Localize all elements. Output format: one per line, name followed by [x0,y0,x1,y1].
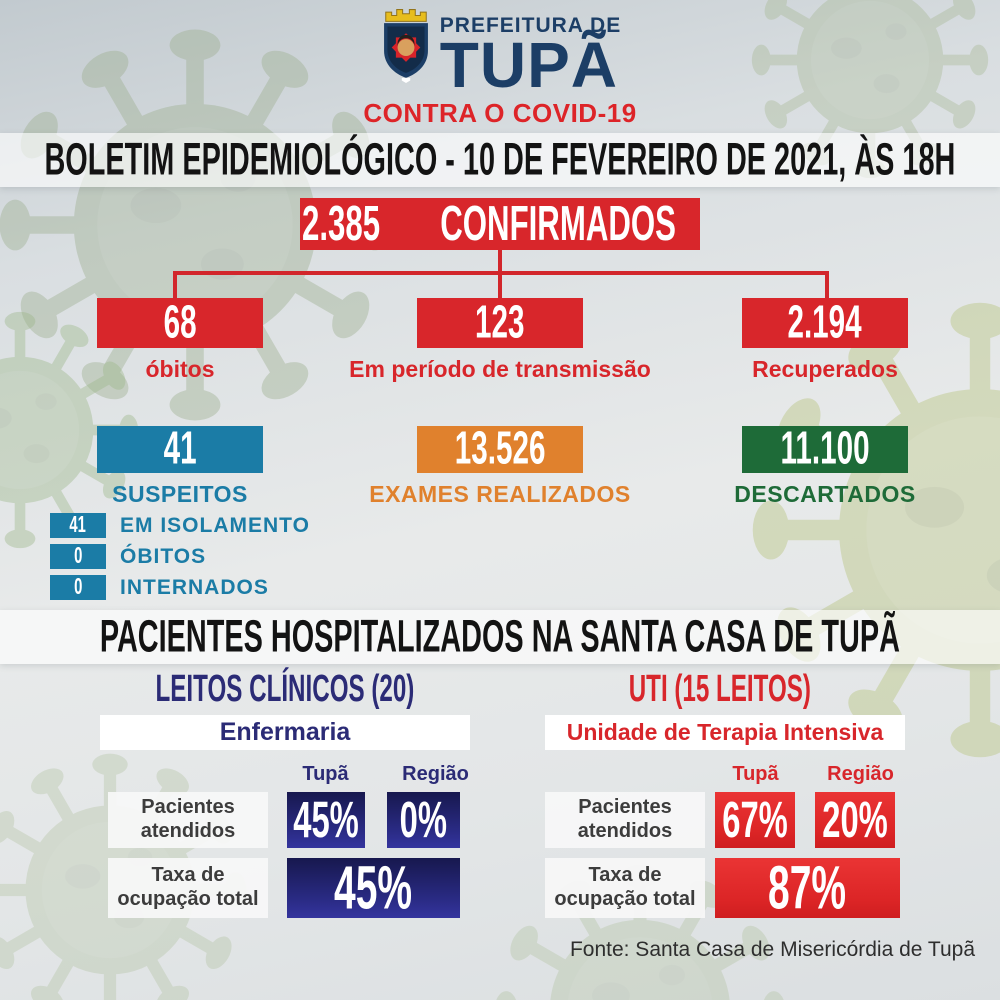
icu-row1-label: Pacientes atendidos [545,792,705,848]
suspects-badge: 41 [97,423,263,475]
hospitalized-count-badge: 0 [50,574,106,600]
transmission-badge: 123 [417,296,583,349]
logo-header: PREFEITURA DE TUPÃ CONTRA O COVID-19 [0,6,1000,129]
transmission-column: 123 Em período de transmissão [330,296,670,383]
hospital-title-bar: PACIENTES HOSPITALIZADOS NA SANTA CASA D… [0,610,1000,664]
isolation-count-badge: 41 [50,512,106,538]
icu-attended-tupa-cell: 67% [715,790,795,849]
source-note: Fonte: Santa Casa de Misericórdia de Tup… [569,938,975,961]
suspects-label: SUSPEITOS [112,481,248,507]
suspect-deaths-count: 0 [73,543,83,569]
bulletin-title-bar: BOLETIM EPIDEMIOLÓGICO - 10 DE FEVEREIRO… [0,133,1000,187]
list-item: 0 ÓBITOS [50,543,310,569]
clinical-attended-tupa-cell: 45% [287,790,365,849]
connector-line [825,275,829,299]
connector-line [173,275,177,299]
logo-texts: PREFEITURA DE TUPÃ [439,6,622,101]
icu-occupancy-cell: 87% [715,854,900,922]
clinical-col-regiao: Região [402,763,469,785]
discarded-column: 11.100 DESCARTADOS [655,423,995,508]
icu-title: UTI (15 LEITOS) [520,667,920,710]
hospital-title-text: PACIENTES HOSPITALIZADOS NA SANTA CASA D… [99,611,901,662]
clinical-attended-tupa-value: 45% [293,790,359,849]
discarded-value: 11.100 [780,423,870,475]
hospitalized-label: INTERNADOS [120,575,269,599]
clinical-beds-table: LEITOS CLÍNICOS (20) Enfermaria Tupã Reg… [85,663,485,935]
transmission-label: Em período de transmissão [349,356,651,382]
deaths-column: 68 óbitos [10,296,350,383]
transmission-value: 123 [475,296,525,349]
deaths-badge: 68 [97,296,263,349]
hospitalized-count: 0 [73,574,83,600]
list-item: 0 INTERNADOS [50,574,310,600]
confirmed-label: CONFIRMADOS [440,196,676,251]
connector-line [173,271,829,275]
icu-subtitle-box: Unidade de Terapia Intensiva [545,715,905,750]
exams-column: 13.526 EXAMES REALIZADOS [330,423,670,508]
connector-line [498,250,502,273]
tupa-coat-of-arms-icon [383,9,428,83]
clinical-row1-label: Pacientes atendidos [108,792,268,848]
suspects-column: 41 SUSPEITOS [10,423,350,508]
bulletin-title-text: BOLETIM EPIDEMIOLÓGICO - 10 DE FEVEREIRO… [44,134,956,185]
icu-col-regiao: Região [827,763,894,785]
isolation-count: 41 [69,512,87,538]
deaths-label: óbitos [145,356,215,382]
discarded-badge: 11.100 [742,423,908,475]
icu-col-tupa: Tupã [732,763,779,785]
exams-value: 13.526 [454,423,546,475]
icu-attended-regiao-value: 20% [822,790,888,849]
discarded-label: DESCARTADOS [734,481,916,507]
campaign-slogan: CONTRA O COVID-19 [363,98,637,129]
recovered-badge: 2.194 [742,296,908,349]
confirmed-value: 2.385 [301,196,380,251]
suspects-value: 41 [163,423,197,475]
exams-label: EXAMES REALIZADOS [369,481,631,507]
clinical-subtitle-box: Enfermaria [100,715,470,750]
deaths-value: 68 [163,296,197,349]
connector-line [498,275,502,299]
recovered-value: 2.194 [787,296,863,349]
exams-badge: 13.526 [417,423,583,475]
icu-occupancy-value: 87% [768,853,847,923]
isolation-label: EM ISOLAMENTO [120,513,310,537]
logo-city-label: TUPÃ [439,29,619,101]
logo-org-label: PREFEITURA DE [439,14,622,37]
clinical-title-text: LEITOS CLÍNICOS (20) [155,667,415,710]
icu-beds-table: UTI (15 LEITOS) Unidade de Terapia Inten… [520,663,920,935]
icu-attended-tupa-value: 67% [722,790,788,849]
recovered-column: 2.194 Recuperados [655,296,995,383]
list-item: 41 EM ISOLAMENTO [50,512,310,538]
clinical-col-tupa: Tupã [302,763,349,785]
clinical-occupancy-cell: 45% [287,854,460,922]
suspect-deaths-label: ÓBITOS [120,544,207,568]
clinical-occupancy-value: 45% [334,853,413,923]
clinical-attended-regiao-value: 0% [399,790,448,849]
icu-row2-label: Taxa de ocupação total [545,858,705,918]
clinical-title: LEITOS CLÍNICOS (20) [85,667,485,710]
icu-attended-regiao-cell: 20% [815,790,895,849]
confirmed-total-badge: 2.385 CONFIRMADOS [300,196,700,251]
suspects-detail-list: 41 EM ISOLAMENTO 0 ÓBITOS 0 INTERNADOS [50,512,310,600]
logo-row: PREFEITURA DE TUPÃ [379,6,622,101]
suspect-deaths-count-badge: 0 [50,543,106,569]
clinical-attended-regiao-cell: 0% [387,790,460,849]
icu-title-text: UTI (15 LEITOS) [628,667,812,710]
clinical-row2-label: Taxa de ocupação total [108,858,268,918]
recovered-label: Recuperados [752,356,898,382]
